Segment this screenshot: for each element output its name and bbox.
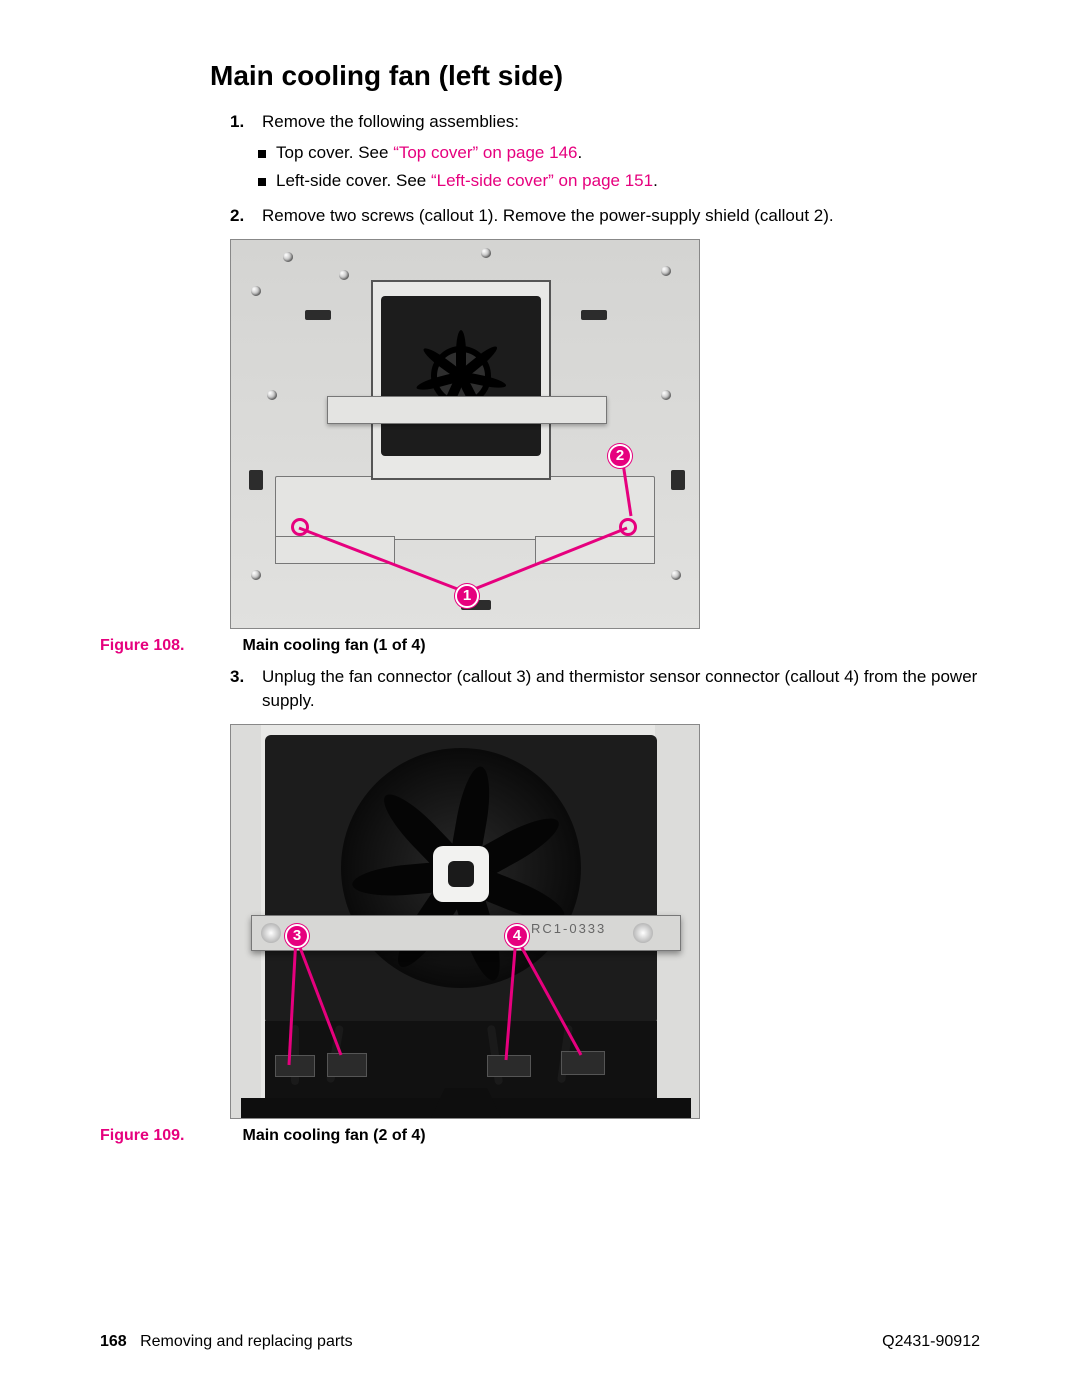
printer-panel [230, 239, 700, 629]
step-3: 3. Unplug the fan connector (callout 3) … [230, 665, 980, 714]
callout-badge: 3 [285, 924, 309, 948]
figure-109-image: RC1-0333 3 4 [230, 724, 700, 1119]
step-text: Remove the following assemblies: [262, 110, 519, 135]
figure-caption: Main cooling fan (2 of 4) [242, 1127, 425, 1145]
bullet-item: Left-side cover. See “Left-side cover” o… [258, 169, 980, 194]
figure-109-caption-row: Figure 109. Main cooling fan (2 of 4) [100, 1127, 980, 1145]
bullet-post: . [577, 143, 582, 162]
figure-108-caption-row: Figure 108. Main cooling fan (1 of 4) [100, 637, 980, 655]
xref-link[interactable]: “Left-side cover” on page 151 [431, 171, 653, 190]
step-num: 3. [230, 665, 252, 714]
step-text: Remove two screws (callout 1). Remove th… [262, 204, 834, 229]
step-1: 1. Remove the following assemblies: [230, 110, 980, 135]
bullet-item: Top cover. See “Top cover” on page 146. [258, 141, 980, 166]
page-footer: 168 Removing and replacing parts Q2431-9… [100, 1333, 980, 1351]
fan-closeup-panel: RC1-0333 [230, 724, 700, 1119]
callout-badge: 4 [505, 924, 529, 948]
screw-ring-icon [291, 518, 309, 536]
bullet-pre: Left-side cover. See [276, 171, 431, 190]
step-1-bullets: Top cover. See “Top cover” on page 146. … [258, 141, 980, 194]
bullet-post: . [653, 171, 658, 190]
screw-ring-icon [619, 518, 637, 536]
bullet-dot-icon [258, 178, 266, 186]
figure-caption: Main cooling fan (1 of 4) [242, 637, 425, 655]
step-list-2: 3. Unplug the fan connector (callout 3) … [230, 665, 980, 714]
bullet-text: Top cover. See “Top cover” on page 146. [276, 141, 582, 166]
callout-badge: 1 [455, 584, 479, 608]
callout-badge: 2 [608, 444, 632, 468]
page: Main cooling fan (left side) 1. Remove t… [0, 0, 1080, 1397]
figure-label: Figure 109. [100, 1127, 184, 1145]
footer-section: Removing and replacing parts [140, 1333, 353, 1350]
step-2: 2. Remove two screws (callout 1). Remove… [230, 204, 980, 229]
bullet-pre: Top cover. See [276, 143, 393, 162]
step-text: Unplug the fan connector (callout 3) and… [262, 665, 980, 714]
figure-108-image: 12 [230, 239, 700, 629]
page-number: 168 [100, 1333, 127, 1350]
section-heading: Main cooling fan (left side) [210, 60, 980, 92]
bullet-text: Left-side cover. See “Left-side cover” o… [276, 169, 658, 194]
step-num: 2. [230, 204, 252, 229]
xref-link[interactable]: “Top cover” on page 146 [393, 143, 577, 162]
part-stamp: RC1-0333 [531, 921, 606, 936]
footer-docnum: Q2431-90912 [882, 1333, 980, 1351]
step-list: 1. Remove the following assemblies: Top … [230, 110, 980, 229]
footer-left: 168 Removing and replacing parts [100, 1333, 353, 1351]
bullet-dot-icon [258, 150, 266, 158]
step-num: 1. [230, 110, 252, 135]
figure-label: Figure 108. [100, 637, 184, 655]
